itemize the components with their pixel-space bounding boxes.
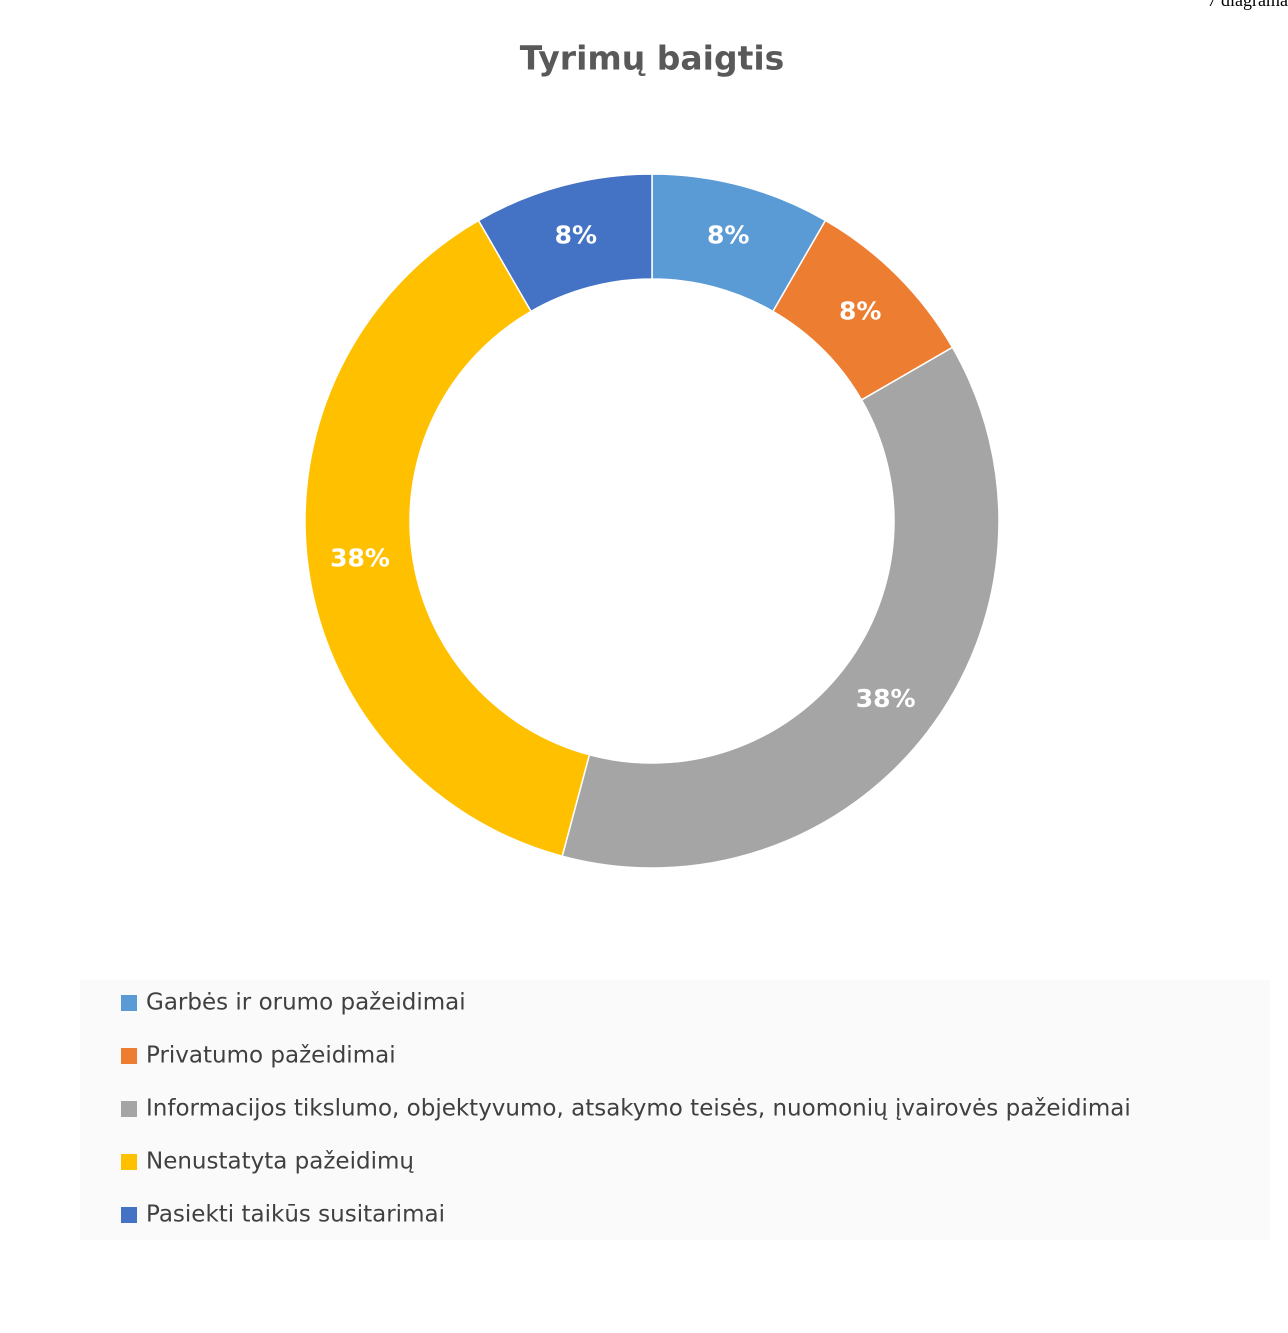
- legend-swatch: [121, 995, 137, 1011]
- legend-label: Pasiekti taikūs susitarimai: [146, 1202, 445, 1228]
- data-label: 8%: [707, 221, 749, 250]
- legend-label: Privatumo pažeidimai: [146, 1043, 396, 1069]
- chart-title: Tyrimų baigtis: [520, 39, 785, 78]
- corner-note: 7 diagrama: [1208, 0, 1288, 10]
- data-label: 38%: [856, 684, 916, 713]
- legend-label: Garbės ir orumo pažeidimai: [146, 990, 466, 1016]
- legend-swatch: [121, 1048, 137, 1064]
- legend-swatch: [121, 1207, 137, 1223]
- donut-segment: [304, 219, 591, 858]
- legend-label: Informacijos tikslumo, objektyvumo, atsa…: [146, 1096, 1131, 1122]
- donut-segment: [477, 173, 653, 313]
- legend-swatch: [121, 1154, 137, 1170]
- legend-box: [80, 980, 1270, 1240]
- donut-segment: [561, 346, 1000, 869]
- legend-swatch: [121, 1101, 137, 1117]
- legend-label: Nenustatyta pažeidimų: [146, 1149, 414, 1175]
- data-label: 8%: [555, 221, 597, 250]
- data-label: 38%: [330, 543, 390, 572]
- data-label: 8%: [839, 297, 881, 326]
